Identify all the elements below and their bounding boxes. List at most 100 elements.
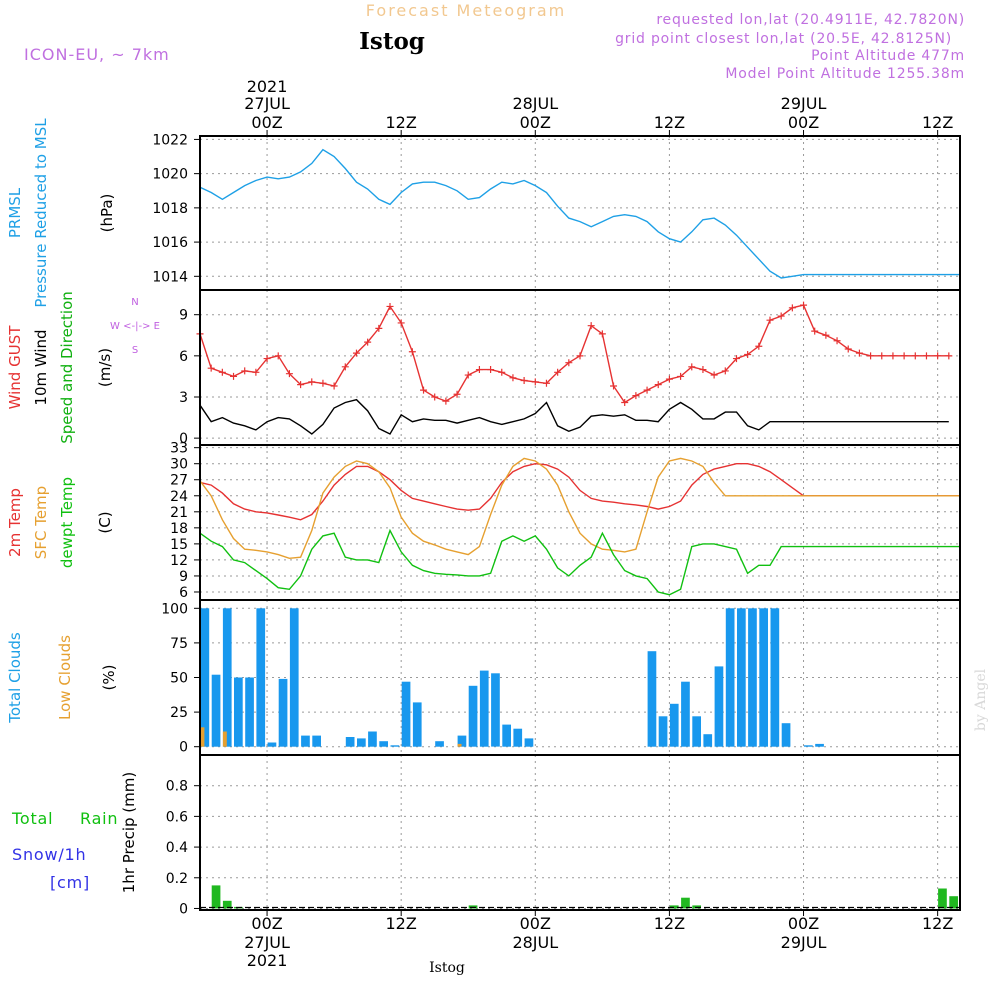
bar-precip-0 <box>938 888 947 909</box>
bar-clouds-0 <box>457 735 467 747</box>
model-altitude: Model Point Altitude 1255.38m <box>725 66 965 82</box>
ytick-label-wind: 0 <box>179 431 188 447</box>
gust-marker <box>922 352 930 360</box>
bar-clouds-0 <box>200 608 210 747</box>
ytick-label-clouds: 100 <box>161 601 188 617</box>
gust-marker <box>352 349 360 357</box>
panel-label-temperature: 2m Temp <box>6 488 24 557</box>
series-pressure-0 <box>199 148 960 279</box>
time-label-bottom: 12Z <box>922 914 953 933</box>
bar-clouds-1 <box>200 727 205 747</box>
bar-clouds-0 <box>770 608 780 747</box>
requested-coords: requested lon,lat (20.4911E, 42.7820N) <box>656 12 965 28</box>
gust-marker <box>509 374 517 382</box>
panel-label-temperature: dewpt Temp <box>58 477 76 568</box>
time-label-top: 29JUL <box>781 94 827 113</box>
bar-clouds-0 <box>681 681 690 747</box>
credit-label: by Angel <box>973 668 989 731</box>
ytick-label-pressure: 1020 <box>152 167 188 183</box>
panel-label-precip: Rain <box>80 809 118 828</box>
bar-clouds-1 <box>222 731 227 747</box>
time-label-top: 00Z <box>788 113 819 132</box>
panel-pressure: 1014 1016 1018 1020 1022 PRMSL Pressure Reduce… <box>6 118 961 308</box>
ytick-label-clouds: 25 <box>170 705 188 721</box>
time-label-bottom: 00Z <box>520 914 551 933</box>
bar-clouds-0 <box>669 703 679 747</box>
panel-label-clouds: (%) <box>100 665 118 691</box>
ytick-label-precip: 0.2 <box>166 871 188 887</box>
ytick-label-temperature: 6 <box>179 585 188 601</box>
bar-clouds-0 <box>245 677 254 747</box>
gust-marker <box>297 381 305 389</box>
point-altitude: Point Altitude 477m <box>811 48 965 64</box>
ytick-label-wind: 3 <box>179 390 188 406</box>
ytick-label-wind: 6 <box>179 349 188 365</box>
bar-clouds-0 <box>524 738 534 747</box>
gust-marker <box>397 319 405 327</box>
gust-marker <box>643 386 651 394</box>
time-label-top: 28JUL <box>512 94 558 113</box>
gust-marker <box>934 352 942 360</box>
time-label-top: 12Z <box>654 113 685 132</box>
gust-marker <box>699 366 707 374</box>
bar-clouds-0 <box>692 716 701 747</box>
panel-label-wind: (m/s) <box>96 348 114 387</box>
gust-marker <box>554 368 562 376</box>
bar-precip-0 <box>211 885 221 909</box>
location-title: Istog <box>359 28 425 55</box>
panel-wind: 0 3 6 9 Wind GUST 10m Wind Speed and Direction… <box>6 289 961 447</box>
bar-clouds-0 <box>491 673 500 747</box>
panel-precip: 0 0.2 0.4 0.6 0.8 Total Rain Snow/1h [cm] 1hr Pre… <box>11 754 961 917</box>
ytick-label-wind: 9 <box>179 308 188 324</box>
bar-clouds-0 <box>390 745 400 747</box>
panel-label-clouds: Low Clouds <box>56 635 74 720</box>
panel-label-wind: Speed and Direction <box>58 291 76 444</box>
footer-location: Istog <box>429 960 465 976</box>
grid-point-coords: grid point closest lon,lat (20.5E, 42.81… <box>615 31 952 47</box>
ytick-label-temperature: 15 <box>170 537 188 553</box>
gust-marker <box>665 375 673 383</box>
bar-clouds-0 <box>301 735 310 747</box>
time-label-top: 27JUL <box>244 94 290 113</box>
gust-marker <box>520 377 528 385</box>
time-label-bottom: 28JUL <box>512 933 558 952</box>
bar-clouds-0 <box>234 677 243 747</box>
bar-clouds-0 <box>725 608 735 747</box>
bar-clouds-0 <box>345 737 355 747</box>
bar-clouds-0 <box>714 666 724 747</box>
bar-clouds-0 <box>412 702 422 747</box>
ytick-label-temperature: 18 <box>170 521 188 537</box>
bar-clouds-0 <box>502 724 511 747</box>
compass-n: N <box>131 297 138 308</box>
gust-marker <box>218 368 226 376</box>
bar-precip-0 <box>681 897 690 909</box>
panel-frame-precip <box>199 754 961 911</box>
bar-clouds-0 <box>759 608 768 747</box>
gust-marker <box>319 379 327 387</box>
compass-rose: N W <-|-> E S <box>110 297 160 356</box>
ytick-label-precip: 0.4 <box>166 840 188 856</box>
gust-marker <box>911 352 919 360</box>
bar-clouds-0 <box>737 608 746 747</box>
gust-marker <box>386 302 394 310</box>
bar-clouds-0 <box>748 608 757 747</box>
bar-clouds-0 <box>479 670 489 747</box>
gust-marker <box>844 345 852 353</box>
series-wind-1 <box>199 398 949 435</box>
gust-marker <box>241 367 249 375</box>
series-temperature-1 <box>199 457 960 560</box>
gust-marker <box>610 382 618 390</box>
panels: 1014 1016 1018 1020 1022 PRMSL Pressure Reduce… <box>6 118 961 917</box>
ytick-label-temperature: 24 <box>170 489 188 505</box>
gust-marker <box>274 352 282 360</box>
panel-label-temperature: (C) <box>96 511 114 533</box>
bar-clouds-0 <box>513 728 523 747</box>
panel-label-temperature: SFC Temp <box>32 486 50 559</box>
bar-clouds-0 <box>658 716 668 747</box>
time-label-bottom: 12Z <box>386 914 417 933</box>
bar-clouds-0 <box>256 608 266 747</box>
bar-clouds-0 <box>211 674 221 747</box>
time-label-bottom: 27JUL <box>244 933 290 952</box>
gust-marker <box>375 324 383 332</box>
